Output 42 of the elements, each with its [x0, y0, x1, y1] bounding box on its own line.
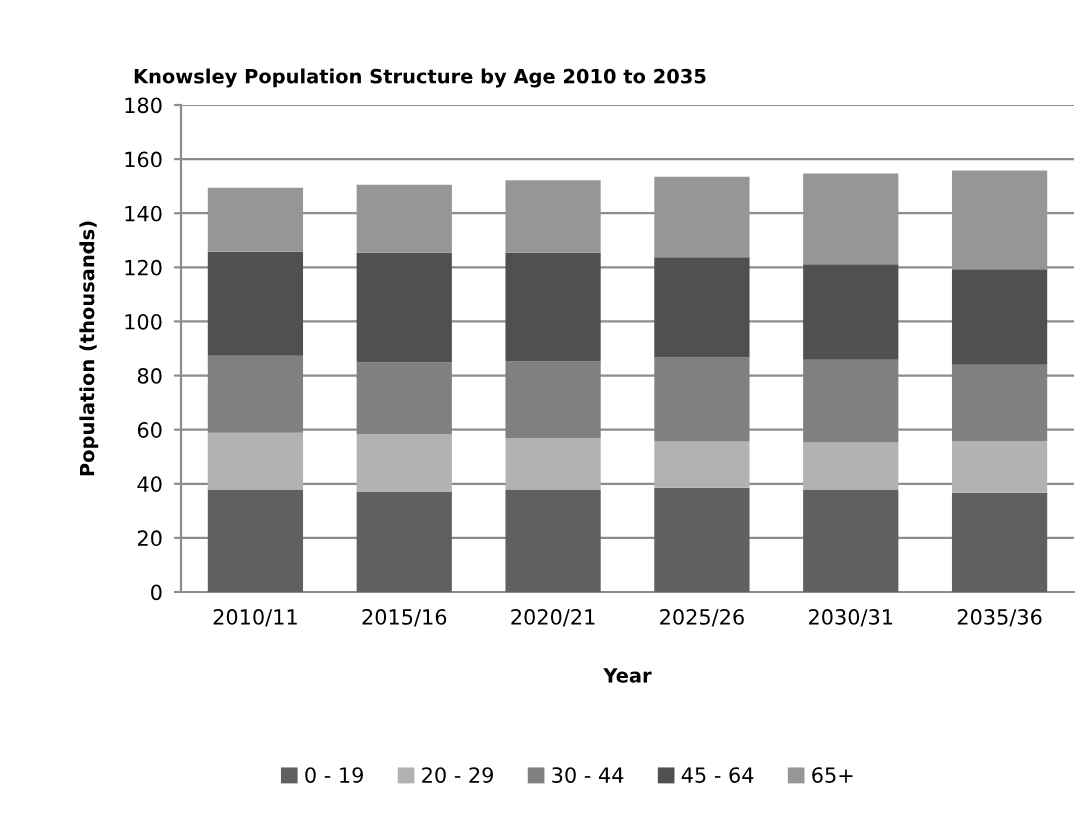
y-tick-label: 80 [137, 368, 162, 384]
y-tick-label: 100 [125, 313, 162, 330]
y-tick-label: 140 [125, 205, 162, 222]
x-tick-label: 2010/11 [213, 609, 297, 627]
bar [505, 490, 601, 592]
x-tick-label: 2015/16 [362, 609, 447, 627]
bar [207, 251, 304, 356]
y-axis-title: Population (thousands) [79, 221, 99, 476]
bar [951, 269, 1048, 365]
bar [207, 489, 304, 592]
bar [505, 438, 601, 490]
chart-title: Knowsley Population Structure by Age 2010 to 2035 [134, 68, 706, 88]
y-tick-label: 60 [137, 422, 162, 438]
x-tick-label: 2030/31 [809, 609, 893, 627]
x-tick-label: 2025/26 [660, 609, 744, 627]
bar [654, 487, 750, 592]
legend-label: 0 - 19 [305, 767, 363, 783]
legend-label: 65+ [812, 767, 853, 783]
bar [356, 434, 452, 492]
bar [803, 264, 899, 360]
bar [505, 252, 601, 362]
bar [803, 489, 899, 592]
bar [356, 252, 452, 363]
x-tick-label: 2020/21 [511, 609, 595, 627]
x-tick-label: 2035/36 [957, 609, 1042, 627]
y-tick-label: 20 [137, 530, 162, 547]
bar [654, 257, 750, 358]
bar [207, 432, 304, 490]
y-tick-label: 40 [137, 476, 162, 492]
legend-label: 30 - 44 [552, 767, 624, 783]
y-tick-label: 160 [125, 151, 162, 168]
x-axis-title: Year [603, 668, 652, 683]
bar [654, 441, 750, 488]
legend-label: 20 - 29 [422, 767, 493, 783]
bar [803, 442, 899, 490]
bar [951, 441, 1048, 493]
bar [951, 492, 1048, 592]
y-tick-label: 120 [125, 259, 162, 276]
bar [356, 491, 452, 592]
y-tick-label: 180 [125, 97, 162, 114]
y-tick-label: 0 [151, 584, 162, 601]
legend-label: 45 - 64 [681, 767, 754, 783]
